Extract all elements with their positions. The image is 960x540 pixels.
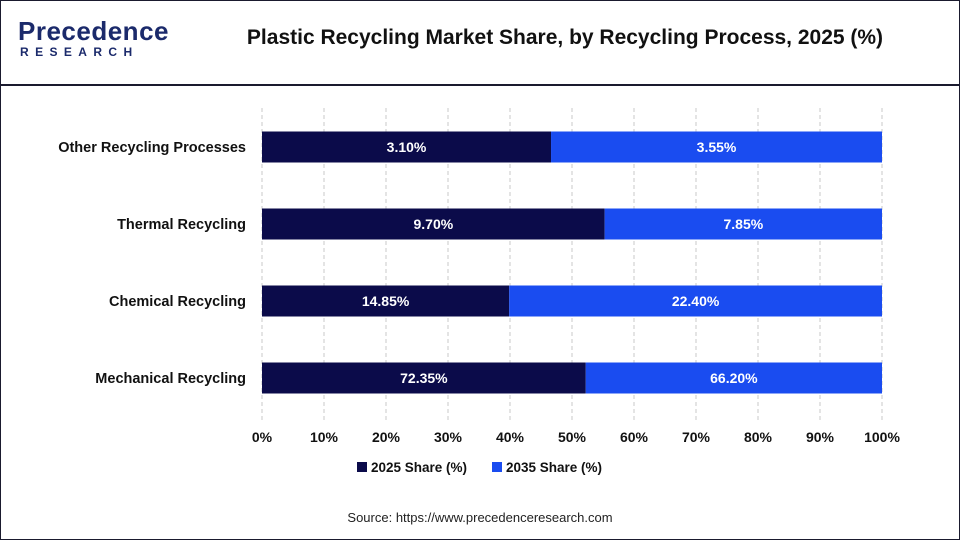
x-tick-label: 60% (620, 429, 649, 445)
x-tick-label: 10% (310, 429, 339, 445)
legend-swatch (492, 462, 502, 472)
legend-label: 2025 Share (%) (371, 460, 467, 475)
x-tick-label: 0% (252, 429, 273, 445)
bar-segment (604, 208, 882, 240)
data-label: 72.35% (400, 370, 448, 386)
category-label: Other Recycling Processes (58, 140, 246, 156)
logo-wordmark: Precedence (18, 16, 169, 46)
bar-segment (262, 362, 586, 394)
x-tick-label: 50% (558, 429, 587, 445)
x-tick-label: 30% (434, 429, 463, 445)
data-label: 9.70% (413, 216, 453, 232)
data-label: 7.85% (723, 216, 763, 232)
chart-title: Plastic Recycling Market Share, by Recyc… (246, 26, 884, 49)
x-tick-label: 40% (496, 429, 525, 445)
x-tick-label: 90% (806, 429, 835, 445)
legend-swatch (357, 462, 367, 472)
bar-segment (262, 131, 552, 163)
x-tick-label: 100% (864, 429, 900, 445)
header: Precedence RESEARCH Plastic Recycling Ma… (0, 0, 960, 86)
x-tick-label: 80% (744, 429, 773, 445)
x-tick-label: 70% (682, 429, 711, 445)
chart-plot: 0% 10% 20% 30% 40% 50% 60% 70% 80% 90% 100% 3.10% 3.… (58, 108, 900, 475)
x-tick-label: 20% (372, 429, 401, 445)
data-label: 3.10% (387, 139, 427, 155)
legend-label: 2035 Share (%) (506, 460, 602, 475)
data-label: 3.55% (697, 139, 737, 155)
bar-segment (262, 208, 605, 240)
category-label: Mechanical Recycling (95, 371, 246, 387)
category-label: Thermal Recycling (117, 217, 246, 233)
bar-segment (262, 285, 510, 317)
data-label: 22.40% (672, 293, 720, 309)
bar-segment (585, 362, 882, 394)
data-label: 14.85% (362, 293, 410, 309)
source-note: Source: https://www.precedenceresearch.c… (347, 510, 613, 525)
bar-segment (551, 131, 882, 163)
bar-segment (509, 285, 882, 317)
category-label: Chemical Recycling (109, 294, 246, 310)
logo-subtext: RESEARCH (20, 45, 139, 59)
data-label: 66.20% (710, 370, 758, 386)
precedence-research-logo: Precedence RESEARCH (18, 16, 168, 66)
